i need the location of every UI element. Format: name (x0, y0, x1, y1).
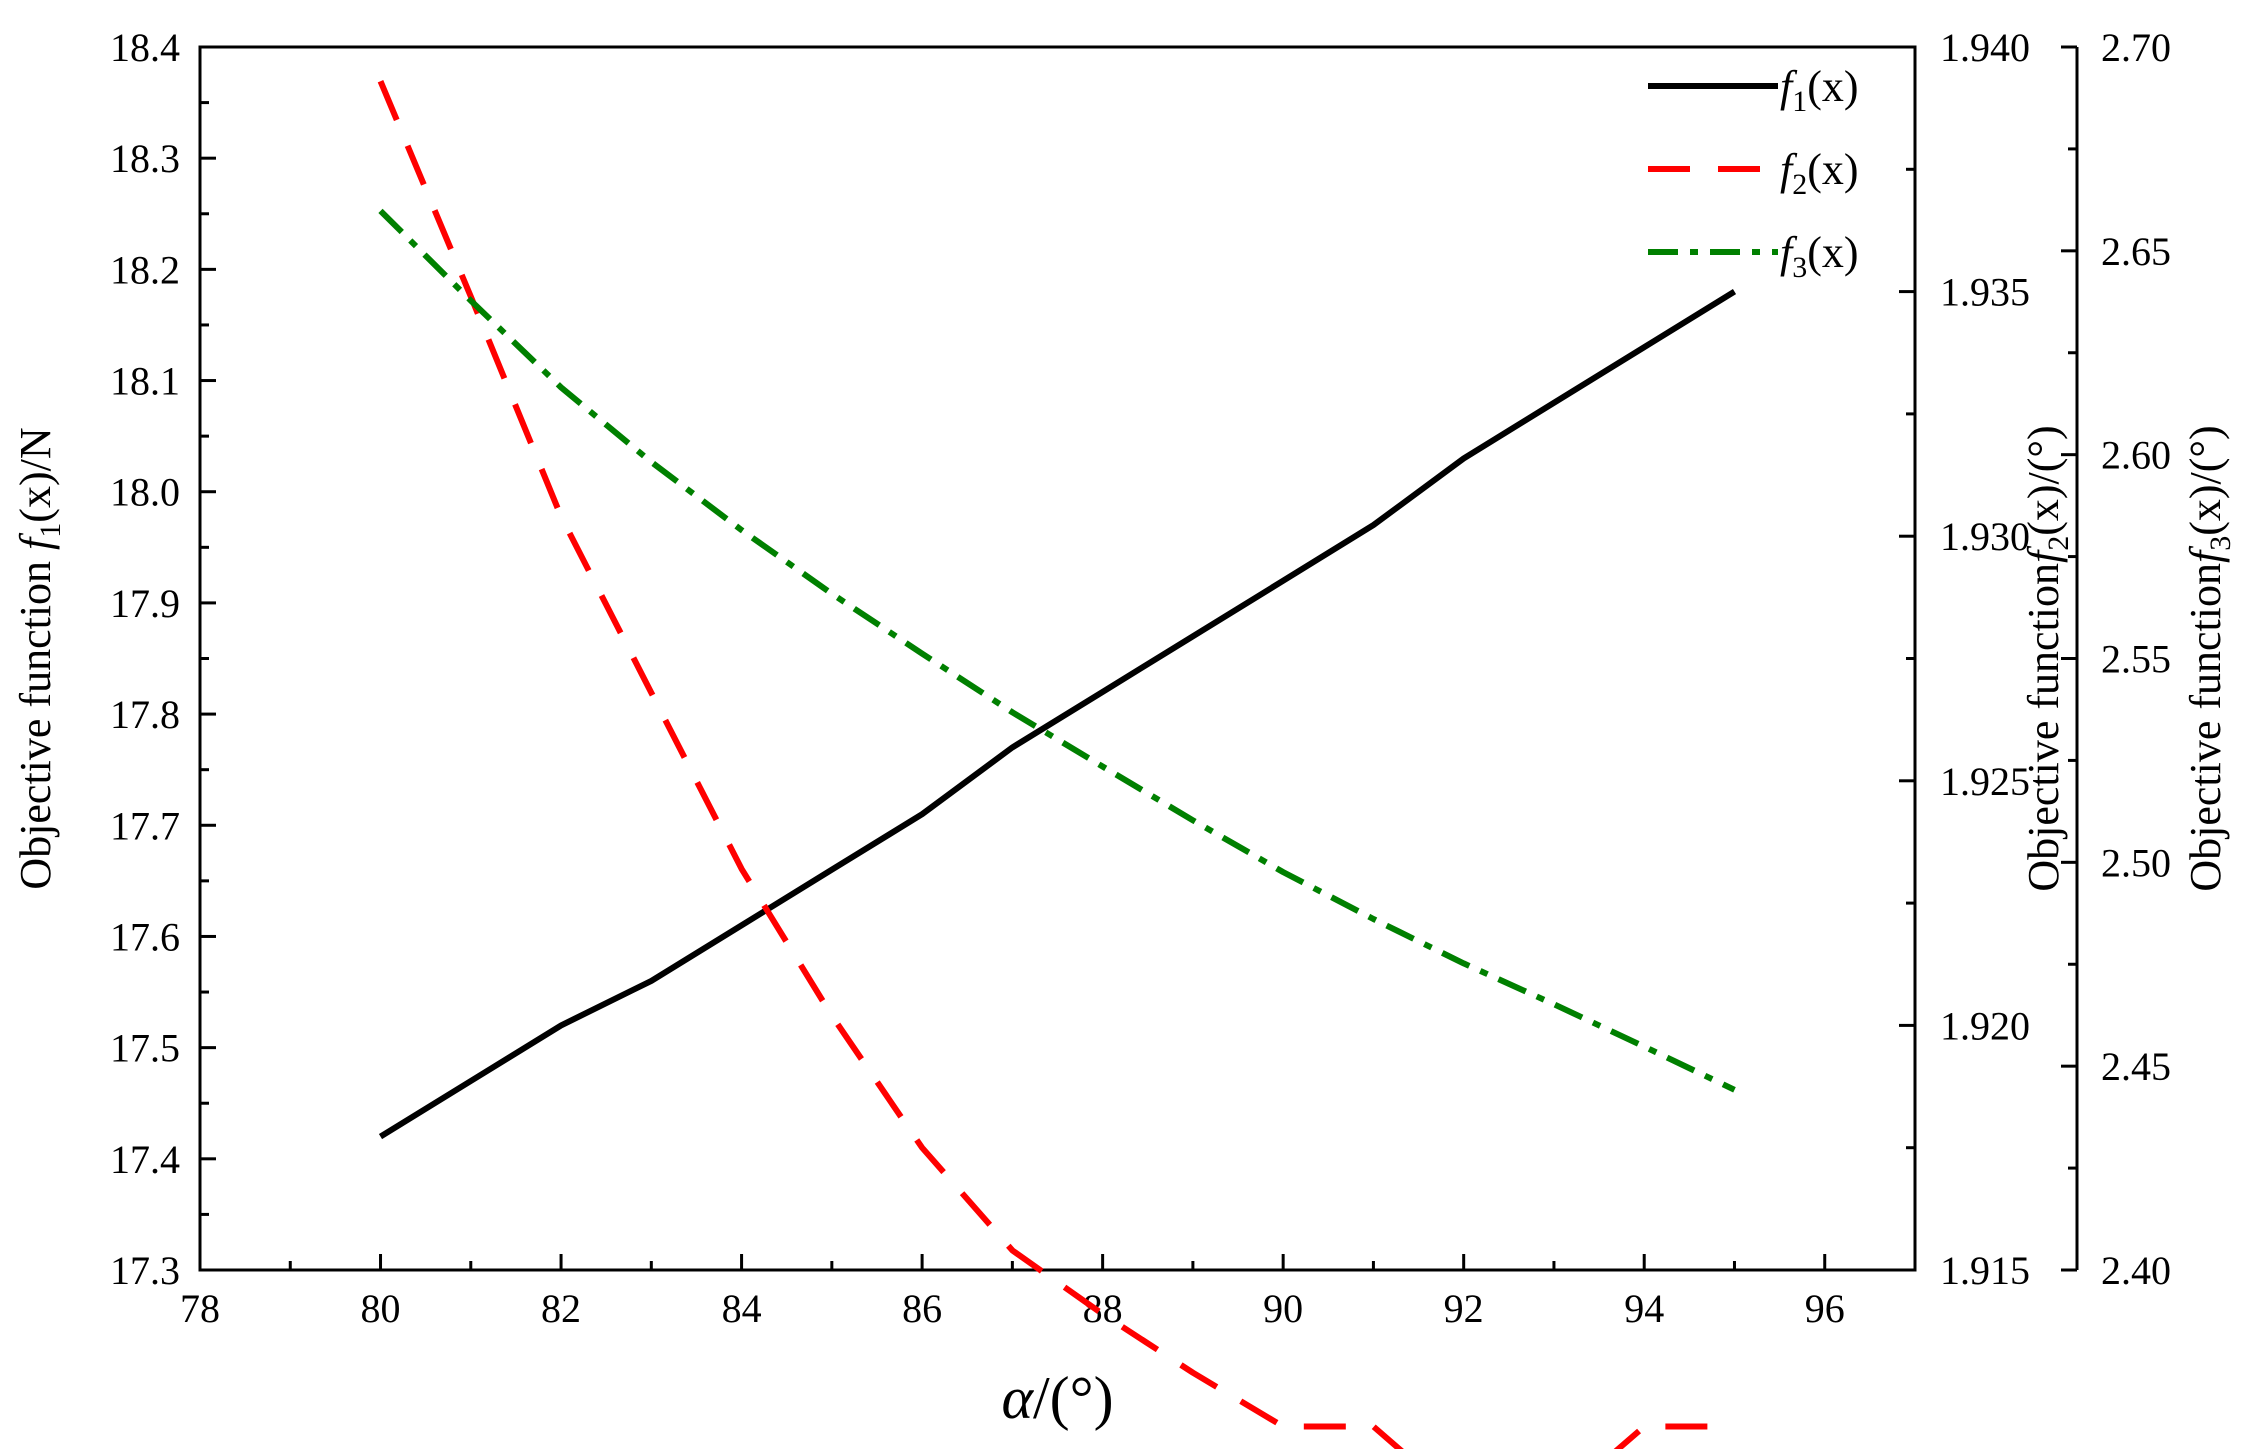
x-axis-title-symbol: α (1001, 1365, 1034, 1431)
legend-label-arg: (x) (1807, 145, 1858, 194)
y1-tick-label: 18.1 (110, 359, 180, 404)
y3-title-prefix: Objective function (2181, 563, 2230, 892)
y2-title-prefix: Objective function (2019, 563, 2068, 892)
x-tick-label: 80 (361, 1286, 401, 1331)
axis-titles: α/(°) (1001, 1365, 1113, 1431)
y1-tick-label: 18.0 (110, 470, 180, 515)
series-layer (377, 80, 1737, 1449)
y2-title-unit: /(°) (2019, 425, 2068, 484)
y3-axis-title: Objective functionf3(x)/(°) (2181, 425, 2237, 891)
x-tick-label: 78 (180, 1286, 220, 1331)
x-axis-title: α/(°) (1001, 1365, 1113, 1431)
y1-title-sub: 1 (34, 523, 67, 538)
legend-label-sub: 3 (1792, 251, 1807, 284)
y3-tick-label: 2.50 (2101, 840, 2171, 885)
y3-title-arg: (x) (2181, 484, 2230, 535)
y2-tick-label: 1.925 (1940, 759, 2030, 804)
legend-label-sub: 1 (1792, 85, 1807, 118)
x-tick-label: 94 (1624, 1286, 1664, 1331)
y2-title-arg: (x) (2019, 484, 2068, 535)
y3-title-unit: /(°) (2181, 425, 2230, 484)
y2-tick-label: 1.920 (1940, 1003, 2030, 1048)
x-axis-title-unit: /(°) (1033, 1365, 1114, 1431)
axes-layer: 78 80 82 84 86 88 90 92 94 96 17.3 17.4 17.5 17.6 17.7… (11, 25, 2237, 1331)
legend-label-1: f1(x) (1780, 62, 1859, 118)
legend-label-arg: (x) (1807, 62, 1858, 111)
y1-tick-label: 17.5 (110, 1026, 180, 1071)
series-line-2 (377, 80, 1735, 1449)
y1-tick-label: 18.2 (110, 247, 180, 292)
y2-title-sub: 2 (2042, 536, 2075, 551)
y2-tick-label: 1.915 (1940, 1248, 2030, 1293)
x-tick-label: 82 (541, 1286, 581, 1331)
y3-tick-label: 2.55 (2101, 637, 2171, 682)
x-tick-label: 86 (902, 1286, 942, 1331)
y1-tick-label: 17.6 (110, 914, 180, 959)
legend: f1(x) f2(x) f3(x) (1648, 62, 1859, 284)
legend-label-arg: (x) (1807, 228, 1858, 277)
legend-label-2: f2(x) (1780, 145, 1859, 201)
y3-title-sub: 3 (2204, 536, 2237, 551)
y1-title-unit: /N (11, 427, 60, 471)
y1-tick-label: 17.8 (110, 692, 180, 737)
y1-tick-label: 18.4 (110, 25, 180, 70)
y1-title-prefix: Objective function (11, 550, 60, 890)
y1-tick-label: 17.3 (110, 1248, 180, 1293)
y3-tick-label: 2.65 (2101, 229, 2171, 274)
legend-label-3: f3(x) (1780, 228, 1859, 284)
x-tick-label: 84 (722, 1286, 762, 1331)
y3-tick-label: 2.60 (2101, 433, 2171, 478)
x-tick-label: 90 (1263, 1286, 1303, 1331)
series-line-3 (378, 208, 1736, 1093)
y2-tick-label: 1.940 (1940, 25, 2030, 70)
y1-tick-label: 17.4 (110, 1137, 180, 1182)
y3-tick-label: 2.70 (2101, 25, 2171, 70)
y3-tick-label: 2.45 (2101, 1044, 2171, 1089)
y1-tick-label: 18.3 (110, 136, 180, 181)
y1-tick-label: 17.7 (110, 803, 180, 848)
x-tick-label: 88 (1083, 1286, 1123, 1331)
y2-axis-title: Objective functionf2(x)/(°) (2019, 425, 2075, 891)
y1-title-arg: (x) (11, 471, 60, 522)
y2-tick-label: 1.930 (1940, 514, 2030, 559)
y3-tick-label: 2.40 (2101, 1248, 2171, 1293)
y2-tick-label: 1.935 (1940, 270, 2030, 315)
x-tick-label: 92 (1444, 1286, 1484, 1331)
y1-tick-label: 17.9 (110, 581, 180, 626)
y1-axis-title: Objective function f1(x)/N (11, 427, 67, 889)
legend-label-sub: 2 (1792, 168, 1807, 201)
series-line-1 (378, 289, 1737, 1140)
x-tick-label: 96 (1805, 1286, 1845, 1331)
